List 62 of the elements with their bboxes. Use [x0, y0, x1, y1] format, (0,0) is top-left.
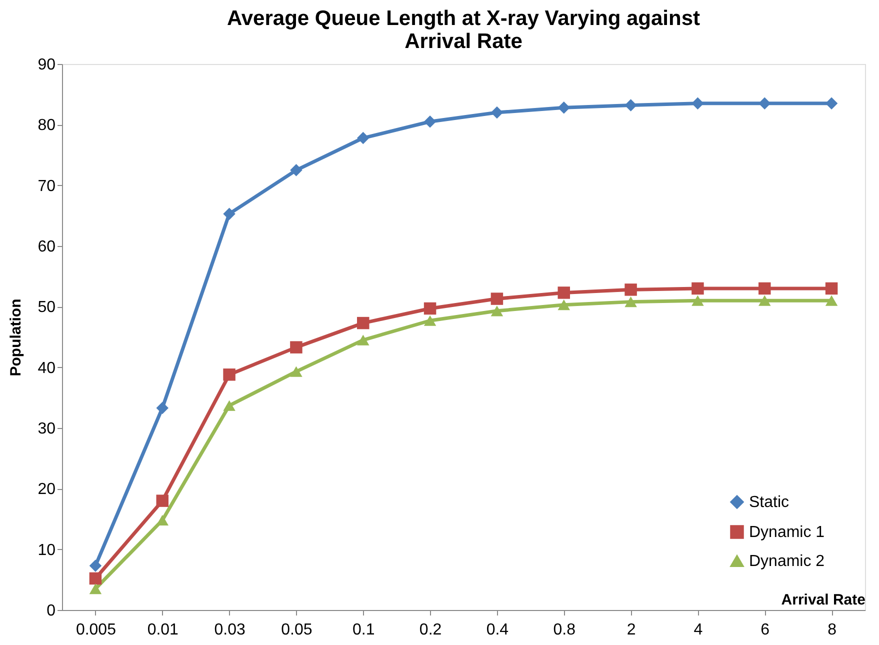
point	[357, 334, 370, 346]
point	[558, 300, 570, 310]
y-tick-label: 10	[38, 542, 56, 559]
point	[357, 132, 370, 144]
point	[424, 315, 436, 326]
y-tick-label: 30	[38, 420, 56, 438]
y-tick-label: 90	[38, 56, 56, 74]
point	[624, 296, 637, 308]
x-tick-label: 0.05	[281, 622, 312, 638]
point	[89, 583, 102, 594]
point	[290, 164, 302, 176]
point	[424, 302, 436, 315]
point	[692, 97, 704, 110]
point	[89, 572, 102, 585]
y-tick-label: 80	[38, 117, 56, 134]
legend-label: Dynamic 1	[749, 524, 825, 541]
x-tick-label: 0.03	[214, 622, 246, 638]
point	[89, 560, 102, 572]
point	[758, 295, 771, 306]
x-tick-label: 0.4	[486, 622, 509, 638]
x-tick-label: 0.01	[147, 622, 179, 638]
x-tick-label: 0.2	[419, 622, 442, 638]
point	[223, 400, 236, 411]
point	[357, 316, 370, 330]
point	[490, 306, 504, 316]
point	[290, 366, 302, 377]
point	[692, 282, 704, 295]
x-tick-label: 0.005	[76, 622, 116, 638]
point	[692, 295, 704, 306]
x-axis-title: Arrival Rate	[781, 592, 866, 608]
point	[758, 282, 771, 295]
x-tick-label: 0.8	[553, 622, 576, 638]
point	[156, 494, 168, 507]
point	[825, 295, 838, 306]
point	[156, 402, 168, 414]
x-tick-label: 6	[760, 622, 770, 638]
x-tick-label: 2	[626, 622, 636, 638]
y-tick-label: 40	[38, 360, 56, 377]
legend-label: Static	[749, 494, 790, 511]
x-tick-label: 4	[694, 622, 703, 638]
chart-title: Average Queue Length at X-ray Varying against Arrival Rate	[226, 7, 700, 53]
point	[223, 208, 236, 220]
y-tick-label: 50	[38, 299, 56, 316]
point	[624, 284, 637, 296]
point	[424, 116, 436, 128]
point	[558, 102, 570, 114]
x-tick-label: 0.1	[352, 622, 375, 638]
point	[223, 368, 236, 381]
legend-label: Dynamic 2	[749, 553, 825, 570]
x-tick-label: 8	[828, 622, 837, 638]
point	[758, 97, 771, 110]
y-tick-label: 70	[38, 178, 56, 195]
point	[825, 282, 838, 295]
point	[624, 99, 637, 112]
y-tick-label: 60	[38, 238, 56, 256]
point	[558, 286, 570, 299]
point	[290, 341, 302, 354]
point	[490, 292, 504, 305]
point	[490, 106, 504, 119]
y-axis-title: Population	[8, 298, 25, 376]
y-tick-label: 20	[38, 481, 56, 498]
y-tick-label: 0	[46, 602, 56, 620]
